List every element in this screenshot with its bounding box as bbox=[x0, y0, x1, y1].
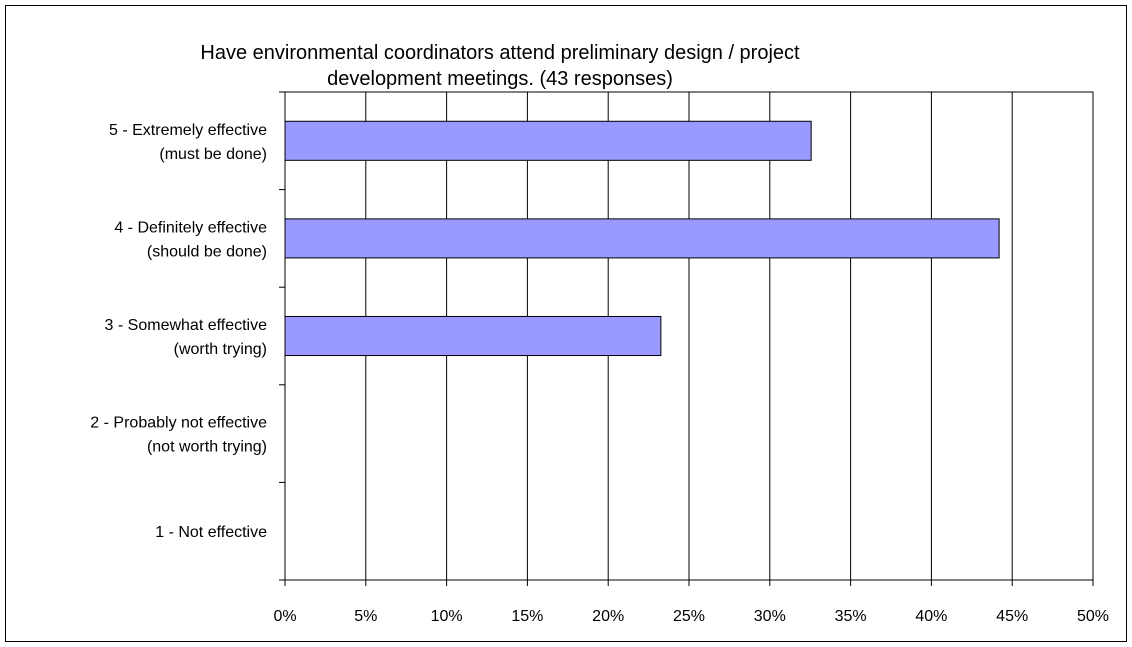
x-tick-label: 15% bbox=[511, 608, 543, 625]
x-tick-label: 45% bbox=[996, 608, 1028, 625]
bar bbox=[284, 120, 812, 161]
category-label: (should be done) bbox=[147, 243, 267, 260]
bar bbox=[284, 218, 1000, 259]
category-label: 4 - Definitely effective bbox=[114, 219, 267, 236]
category-label: (not worth trying) bbox=[147, 439, 267, 456]
x-tick-label: 40% bbox=[915, 608, 947, 625]
x-tick-label: 10% bbox=[431, 608, 463, 625]
bar bbox=[284, 315, 662, 357]
x-tick-label: 30% bbox=[754, 608, 786, 625]
x-tick-label: 35% bbox=[835, 608, 867, 625]
category-label: 2 - Probably not effective bbox=[90, 415, 267, 432]
category-label: 1 - Not effective bbox=[155, 524, 267, 541]
category-label: (must be done) bbox=[159, 146, 267, 163]
x-tick-label: 50% bbox=[1077, 608, 1109, 625]
category-label: (worth trying) bbox=[174, 341, 267, 358]
x-tick-label: 20% bbox=[592, 608, 624, 625]
category-label: 3 - Somewhat effective bbox=[105, 317, 268, 334]
x-tick-label: 25% bbox=[673, 608, 705, 625]
chart-title: Have environmental coordinators attend p… bbox=[200, 42, 800, 90]
category-label: 5 - Extremely effective bbox=[109, 122, 267, 139]
x-tick-label: 5% bbox=[354, 608, 377, 625]
x-tick-label: 0% bbox=[273, 608, 296, 625]
